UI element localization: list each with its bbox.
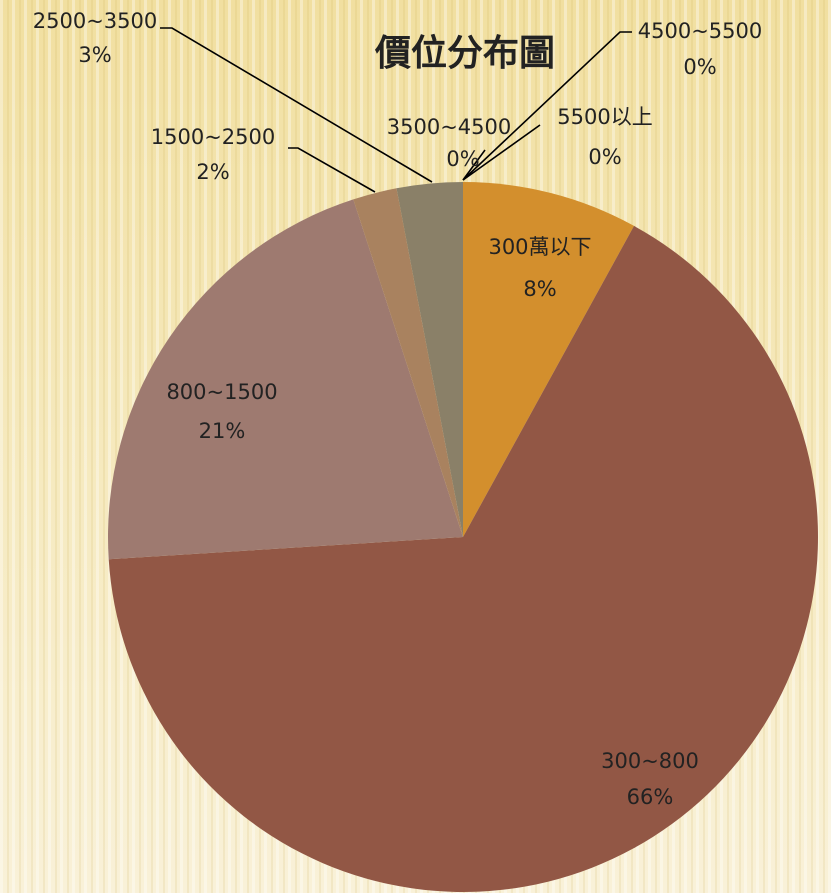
slice-label: 4500~5500 <box>638 19 762 43</box>
slice-value-label: 0% <box>446 147 479 171</box>
leader-line <box>462 31 632 181</box>
slice-label: 5500以上 <box>557 105 652 129</box>
pie-slice <box>463 182 635 537</box>
slice-value-label: 21% <box>199 419 246 443</box>
pie-slice <box>108 225 818 893</box>
leader-line <box>462 149 486 181</box>
leader-line <box>160 27 433 183</box>
pie-slice <box>107 199 463 560</box>
chart-title: 價位分布圖 <box>374 33 555 74</box>
pie-slice <box>353 188 463 537</box>
slice-value-label: 8% <box>523 277 556 301</box>
slice-value-label: 2% <box>196 160 229 184</box>
slice-label: 1500~2500 <box>151 125 275 149</box>
slice-label: 300~800 <box>601 749 699 773</box>
slice-value-label: 0% <box>588 145 621 169</box>
pie-slice <box>396 182 463 537</box>
slice-label: 800~1500 <box>166 380 277 404</box>
slice-label: 3500~4500 <box>387 115 511 139</box>
slice-value-label: 66% <box>627 785 674 809</box>
leader-line <box>288 147 376 193</box>
slice-label: 2500~3500 <box>33 9 157 33</box>
slice-label: 300萬以下 <box>488 235 591 259</box>
leader-line <box>462 124 541 181</box>
slice-value-label: 3% <box>78 43 111 67</box>
slice-value-label: 0% <box>683 55 716 79</box>
